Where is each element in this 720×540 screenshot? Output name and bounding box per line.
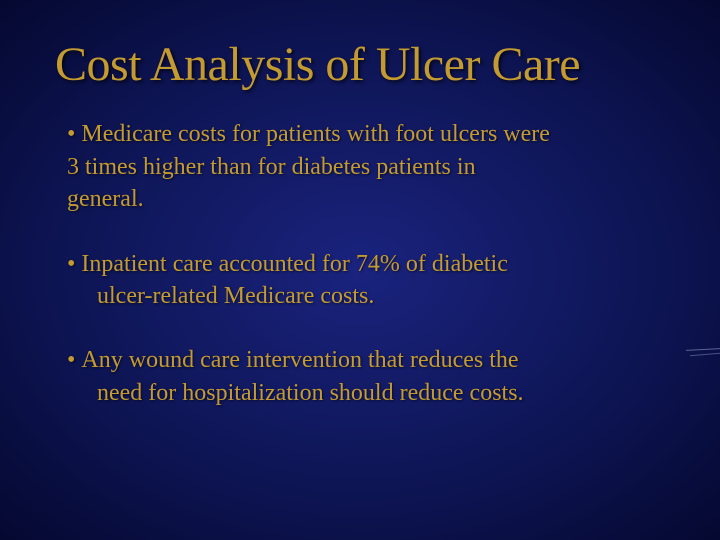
bullet-dot-icon: • [67,344,75,376]
slide-content: • Medicare costs for patients with foot … [55,118,670,409]
bullet-dot-icon: • [67,118,75,150]
bullet-text: Medicare costs for patients with foot ul… [81,118,670,150]
bullet-text-line: 3 times higher than for diabetes patient… [67,151,670,183]
bullet-text-line: ulcer-related Medicare costs. [67,280,670,312]
slide-container: Cost Analysis of Ulcer Care • Medicare c… [0,0,720,540]
decorative-scratch [684,345,720,359]
bullet-text: Any wound care intervention that reduces… [81,344,670,376]
bullet-dot-icon: • [67,248,75,280]
bullet-item: • Medicare costs for patients with foot … [67,118,670,215]
bullet-item: • Any wound care intervention that reduc… [67,344,670,409]
slide-title: Cost Analysis of Ulcer Care [55,40,670,90]
bullet-text-line: general. [67,183,670,215]
bullet-text: Inpatient care accounted for 74% of diab… [81,248,670,280]
bullet-item: • Inpatient care accounted for 74% of di… [67,248,670,313]
bullet-text-line: need for hospitalization should reduce c… [67,377,670,409]
